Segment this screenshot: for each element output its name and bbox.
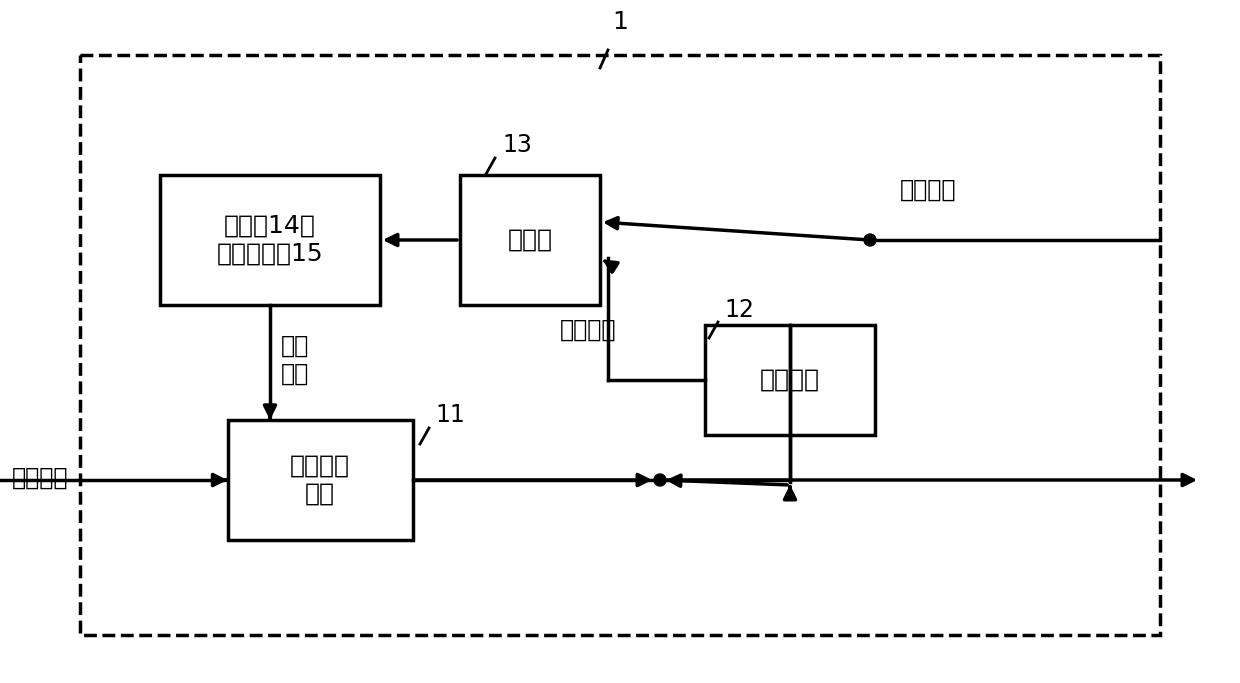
Text: 鉴相器: 鉴相器 — [507, 228, 553, 252]
Bar — [706, 325, 875, 435]
FancyBboxPatch shape — [81, 55, 1159, 635]
Bar — [460, 175, 600, 305]
Text: 12: 12 — [724, 298, 754, 322]
Text: 电荷泵14和
环路滤波器15: 电荷泵14和 环路滤波器15 — [217, 214, 324, 266]
Text: 1: 1 — [613, 10, 627, 34]
Text: 锁相模块: 锁相模块 — [760, 368, 820, 392]
Text: 第二信号: 第二信号 — [900, 178, 956, 202]
Text: 11: 11 — [435, 403, 465, 427]
Text: 特定信息: 特定信息 — [560, 318, 616, 342]
Text: 13: 13 — [502, 133, 532, 157]
Circle shape — [864, 234, 875, 246]
Text: 可调移相
模块: 可调移相 模块 — [290, 454, 350, 506]
Bar — [227, 420, 413, 540]
Text: 第一信号: 第一信号 — [12, 466, 68, 490]
Text: 控制
信号: 控制 信号 — [281, 334, 309, 386]
Circle shape — [653, 474, 666, 486]
Bar — [160, 175, 379, 305]
